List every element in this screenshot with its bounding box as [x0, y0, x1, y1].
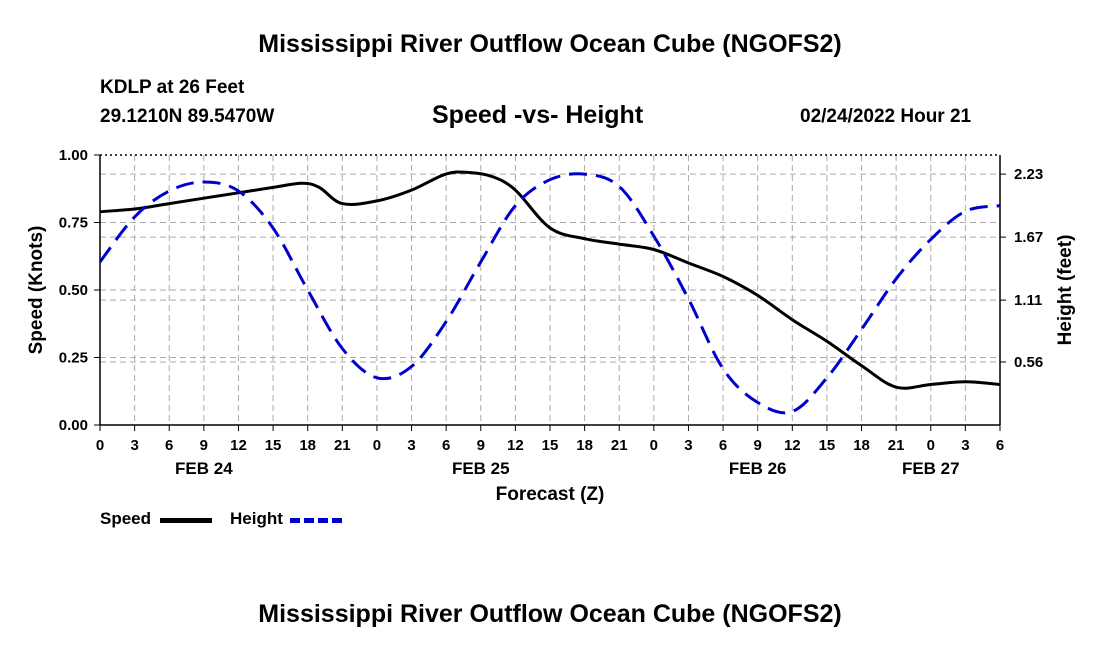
date-label: FEB 25	[452, 459, 510, 478]
x-tick-label: 6	[996, 437, 1004, 454]
x-tick-label: 18	[853, 437, 870, 454]
x-tick-label: 3	[684, 437, 692, 454]
series-line-height	[98, 172, 1001, 415]
x-tick-label: 6	[719, 437, 727, 454]
x-tick-label: 12	[230, 437, 247, 454]
x-tick-label: 3	[407, 437, 415, 454]
x-tick-label: 3	[961, 437, 969, 454]
station-label: KDLP at 26 Feet	[100, 77, 245, 98]
y-right-tick-label: 1.67	[1014, 229, 1043, 246]
x-tick-label: 21	[611, 437, 628, 454]
y-right-tick-label: 0.56	[1014, 354, 1043, 371]
x-tick-label: 6	[165, 437, 173, 454]
y-left-tick-label: 0.75	[59, 215, 88, 232]
date-label: FEB 27	[902, 459, 960, 478]
x-tick-label: 9	[477, 437, 485, 454]
x-tick-label: 15	[819, 437, 836, 454]
x-tick-label: 21	[888, 437, 905, 454]
legend-height-swatch	[290, 518, 342, 523]
x-tick-label: 15	[265, 437, 282, 454]
x-tick-label: 12	[784, 437, 801, 454]
x-tick-label: 21	[334, 437, 351, 454]
x-tick-label: 0	[927, 437, 935, 454]
x-tick-label: 12	[507, 437, 524, 454]
forecast-datetime: 02/24/2022 Hour 21	[800, 106, 972, 127]
x-tick-label: 18	[299, 437, 316, 454]
footer-title: Mississippi River Outflow Ocean Cube (NG…	[258, 600, 842, 628]
main-title: Mississippi River Outflow Ocean Cube (NG…	[258, 30, 842, 58]
y-left-tick-label: 0.00	[59, 417, 88, 434]
x-tick-label: 0	[650, 437, 658, 454]
date-label: FEB 24	[175, 459, 233, 478]
chart-subtitle: Speed -vs- Height	[432, 101, 644, 129]
date-label: FEB 26	[729, 459, 787, 478]
x-tick-label: 6	[442, 437, 450, 454]
y-right-tick-label: 1.11	[1014, 292, 1042, 309]
x-tick-label: 3	[130, 437, 138, 454]
x-tick-label: 15	[542, 437, 559, 454]
y-right-axis-label: Height (feet)	[1055, 235, 1076, 346]
y-left-axis-label: Speed (Knots)	[26, 226, 47, 355]
y-right-tick-label: 2.23	[1014, 166, 1043, 183]
x-tick-label: 9	[754, 437, 762, 454]
legend-speed-swatch	[160, 518, 212, 523]
y-left-tick-label: 0.50	[59, 282, 88, 299]
legend-speed-label: Speed	[100, 509, 152, 528]
coordinates-label: 29.1210N 89.5470W	[100, 106, 275, 127]
x-tick-label: 0	[373, 437, 381, 454]
x-axis-label: Forecast (Z)	[496, 484, 605, 505]
legend-height-label: Height	[230, 509, 283, 528]
y-left-tick-label: 1.00	[59, 147, 88, 164]
y-left-tick-label: 0.25	[59, 350, 88, 367]
x-tick-label: 9	[200, 437, 208, 454]
x-tick-label: 18	[576, 437, 593, 454]
series-line-speed	[99, 170, 1001, 390]
x-tick-label: 0	[96, 437, 104, 454]
